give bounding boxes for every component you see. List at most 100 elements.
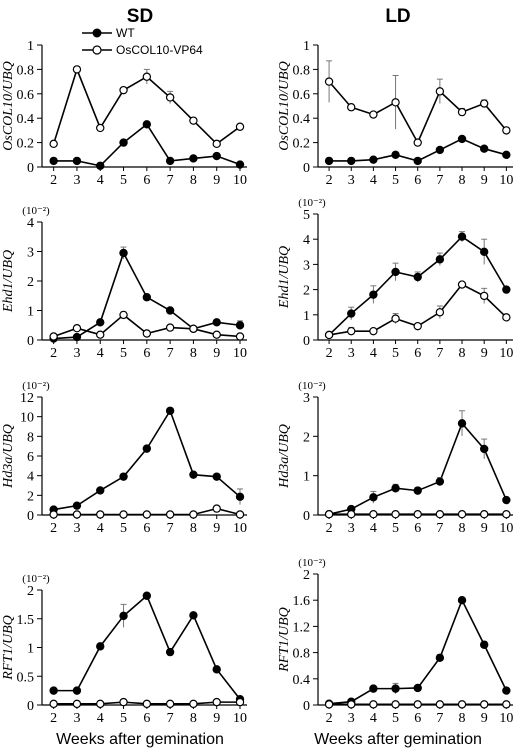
data-point-oscol10: [502, 313, 511, 322]
y-tick-label: 0: [303, 161, 310, 176]
series-line-wt: [328, 421, 508, 515]
y-tick-label: 1: [27, 642, 34, 657]
x-tick-label: 4: [370, 173, 377, 188]
data-point-wt: [142, 120, 152, 129]
data-point-wt: [235, 321, 245, 330]
data-point-oscol10: [413, 510, 422, 519]
data-point-wt: [189, 470, 198, 479]
x-tick-label: 5: [392, 173, 399, 188]
data-point-oscol10: [189, 699, 198, 709]
data-point-oscol10: [96, 699, 105, 709]
x-tick-label: 6: [414, 521, 421, 536]
x-tick-label: 2: [50, 521, 57, 536]
y-tick-label: 0.4: [17, 112, 35, 127]
x-tick-label: 4: [370, 711, 377, 726]
x-tick-label: 5: [392, 346, 399, 361]
data-point-wt: [413, 683, 422, 693]
x-tick-label: 4: [97, 173, 104, 188]
data-point-oscol10: [72, 65, 82, 74]
data-point-wt: [413, 486, 422, 495]
x-tick-label: 8: [459, 711, 466, 726]
x-tick-label: 8: [459, 346, 466, 361]
x-tick-label: 10: [233, 711, 247, 726]
y-multiplier-label: (10⁻²): [298, 557, 326, 569]
data-point-oscol10: [96, 510, 105, 519]
y-tick-label: 0.4: [293, 673, 311, 688]
x-tick-label: 3: [73, 173, 80, 188]
data-point-oscol10: [189, 510, 198, 519]
data-point-oscol10: [212, 504, 221, 513]
data-point-oscol10: [502, 510, 511, 519]
data-point-wt: [391, 484, 400, 493]
data-point-wt: [502, 150, 511, 159]
x-tick-label: 9: [213, 346, 220, 361]
x-tick-label: 8: [190, 521, 197, 536]
x-tick-label: 7: [436, 711, 443, 726]
data-point-oscol10: [165, 699, 175, 709]
data-point-oscol10: [435, 308, 445, 317]
data-point-wt: [72, 501, 82, 510]
x-tick-label: 10: [499, 173, 513, 188]
x-tick-label: 10: [499, 521, 513, 536]
y-axis-label: Ehd1/UBQ: [1, 250, 16, 313]
x-tick-label: 4: [97, 346, 104, 361]
data-point-oscol10: [119, 310, 128, 320]
data-point-wt: [369, 493, 378, 502]
data-point-oscol10: [119, 697, 128, 707]
y-tick-label: 3: [303, 391, 310, 406]
data-point-oscol10: [391, 510, 400, 519]
y-tick-label: 0: [27, 699, 34, 714]
data-point-oscol10: [457, 280, 467, 289]
panel-2: 0 0.2 0.4 0.6 0.8 1 2 3 4 5 6 7 8 9 10 OsCOL10/UBQ: [277, 39, 513, 188]
legend-item-wt: WT: [82, 26, 135, 40]
data-point-wt: [165, 647, 175, 657]
y-tick-label: 0: [303, 334, 310, 349]
x-tick-label: 8: [190, 711, 197, 726]
data-point-oscol10: [369, 510, 378, 519]
data-point-wt: [435, 653, 445, 663]
legend-item-oscol10: OsCOL10-VP64: [82, 43, 203, 57]
y-tick-label: 0.2: [17, 137, 35, 152]
data-point-oscol10: [96, 123, 105, 133]
data-point-wt: [502, 686, 511, 695]
x-tick-label: 3: [348, 711, 355, 726]
data-point-oscol10: [391, 700, 400, 709]
data-point-wt: [235, 492, 245, 502]
y-tick-label: 6: [27, 450, 34, 465]
x-tick-label: 3: [73, 346, 80, 361]
data-point-oscol10: [165, 93, 175, 102]
y-tick-label: 5: [303, 208, 310, 223]
data-point-wt: [479, 640, 489, 649]
series-oscol10: [49, 310, 245, 341]
data-point-oscol10: [49, 699, 58, 709]
x-tick-label: 2: [326, 521, 333, 536]
data-point-wt: [391, 267, 400, 277]
legend-wt-label: WT: [116, 26, 135, 40]
data-point-oscol10: [347, 326, 356, 336]
data-point-wt: [502, 285, 511, 294]
series-oscol10: [324, 60, 511, 147]
data-point-wt: [119, 611, 128, 621]
x-tick-label: 8: [459, 173, 466, 188]
data-point-wt: [435, 145, 445, 155]
x-tick-label: 2: [326, 173, 333, 188]
x-tick-label: 9: [213, 521, 220, 536]
x-tick-label: 3: [348, 173, 355, 188]
y-axis-label: OsCOL10/UBQ: [277, 61, 292, 150]
data-point-oscol10: [142, 72, 152, 81]
y-tick-label: 0.4: [293, 112, 311, 127]
data-point-oscol10: [479, 291, 489, 301]
x-tick-label: 7: [436, 173, 443, 188]
y-tick-label: 0: [27, 334, 34, 349]
y-tick-label: 4: [27, 470, 34, 485]
x-tick-label: 7: [167, 346, 174, 361]
x-tick-label: 2: [326, 711, 333, 726]
x-tick-label: 7: [436, 346, 443, 361]
x-tick-label: 10: [233, 173, 247, 188]
x-tick-label: 5: [392, 521, 399, 536]
x-tick-label: 6: [414, 346, 421, 361]
data-point-wt: [479, 444, 489, 454]
data-point-oscol10: [142, 510, 152, 519]
y-axis-label: RFT1/UBQ: [1, 615, 16, 681]
